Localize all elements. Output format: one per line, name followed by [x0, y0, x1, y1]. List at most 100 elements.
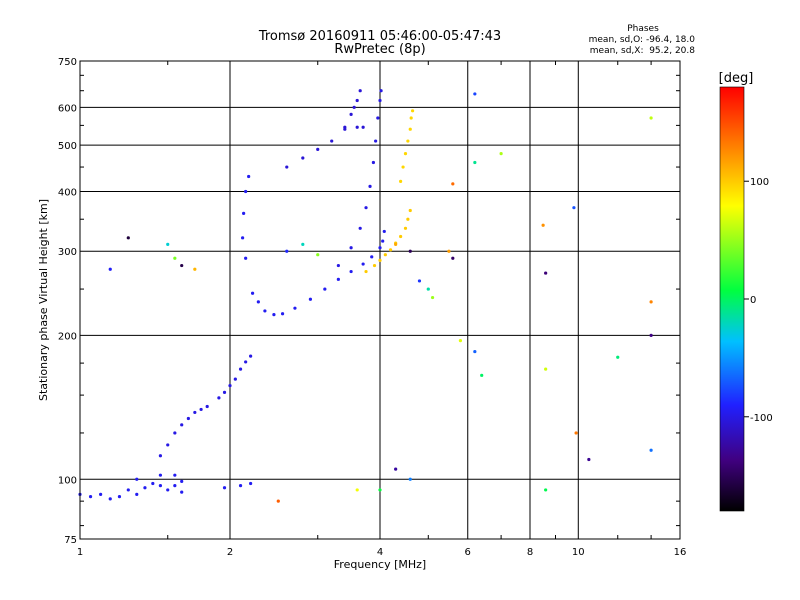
echo-point [323, 287, 327, 291]
x-axis-label: Frequency [MHz] [334, 558, 426, 571]
echo-point [447, 249, 451, 253]
echo-point [403, 152, 408, 156]
phase-info-o: mean, sd,O: -96.4, 18.0 [589, 35, 696, 45]
echo-point [378, 258, 382, 263]
echo-point [247, 174, 251, 179]
echo-point [410, 109, 415, 113]
echo-point [166, 443, 170, 447]
echo-point [649, 333, 653, 337]
echo-point [180, 479, 184, 483]
echo-point [408, 208, 412, 213]
colorbar-label: [deg] [719, 71, 754, 86]
echo-point [151, 481, 155, 486]
echo-point [173, 473, 177, 477]
echo-point [399, 179, 403, 183]
echo-point [379, 89, 383, 93]
x-tick-label: 2 [227, 547, 233, 558]
x-tick-label: 16 [674, 547, 687, 558]
echo-point [249, 481, 253, 486]
echo-point [228, 384, 232, 388]
echo-point [430, 295, 435, 300]
echo-point [408, 127, 412, 131]
echo-point [544, 367, 548, 371]
echo-point [649, 448, 653, 452]
echo-point [426, 287, 430, 291]
echo-point [88, 494, 93, 499]
echo-point [244, 360, 248, 364]
y-tick-label: 600 [58, 103, 77, 114]
echo-point [336, 277, 340, 281]
echo-point [370, 255, 374, 259]
echo-point [336, 263, 340, 268]
phase-info-x: mean, sd,X: 95.2, 20.8 [590, 46, 696, 56]
x-tick-label: 4 [377, 547, 383, 558]
grid-lines [80, 61, 680, 539]
echo-point [401, 165, 405, 169]
echo-point [280, 312, 285, 316]
x-tick-label: 8 [527, 547, 533, 558]
echo-point [180, 423, 184, 427]
echo-point [186, 416, 190, 421]
echo-point [301, 242, 305, 247]
colorbar-ticks: 100 0 -100 [744, 177, 773, 424]
echo-point [499, 152, 503, 156]
y-tick-label: 300 [58, 247, 77, 258]
x-tick-label: 6 [465, 547, 471, 558]
echo-point [173, 256, 177, 260]
echo-point [244, 189, 248, 194]
echo-point [250, 291, 255, 295]
echo-point [358, 226, 362, 230]
echo-point [473, 349, 477, 354]
echo-point [256, 300, 260, 304]
echo-point [199, 407, 203, 412]
echo-point [222, 486, 227, 490]
echo-point [158, 473, 163, 477]
echo-point [480, 373, 484, 377]
y-axis-label: Stationary phase Virtual Height [km] [37, 199, 50, 401]
echo-point [355, 125, 359, 129]
echo-point [381, 239, 385, 243]
echo-point [544, 488, 548, 492]
echo-point [126, 488, 130, 492]
echo-point [374, 139, 378, 143]
echo-point [417, 279, 422, 283]
echo-point [382, 229, 386, 234]
echo-point [193, 267, 197, 271]
echo-point [403, 226, 408, 230]
echo-point [388, 248, 393, 252]
echo-point [378, 98, 382, 103]
echo-point [233, 377, 237, 381]
echo-point [349, 246, 353, 250]
phase-info-heading: Phases [627, 24, 659, 34]
echo-point [180, 490, 184, 494]
echo-point [371, 160, 376, 165]
echo-point [383, 253, 387, 257]
y-tick-label: 200 [58, 331, 77, 342]
echo-point [451, 182, 455, 186]
echo-point [238, 367, 243, 371]
echo-point [355, 488, 359, 492]
echo-point [108, 267, 112, 271]
echo-point [293, 306, 297, 310]
echo-point [143, 486, 147, 490]
echo-point [276, 499, 280, 503]
echo-point [378, 488, 382, 492]
echo-point [406, 139, 410, 143]
chart-title: Tromsø 20160911 05:46:00-05:47:43 [258, 29, 501, 44]
colorbar-gradient [719, 86, 745, 512]
echo-point [217, 396, 221, 400]
echo-point [158, 454, 163, 458]
echo-point [205, 404, 209, 409]
echo-point [361, 125, 365, 129]
echo-point [358, 89, 362, 93]
echo-point [372, 263, 377, 268]
echo-point [406, 217, 410, 221]
echo-point [458, 339, 463, 343]
y-tick-label: 100 [58, 475, 77, 486]
colorbar-tick-label: 100 [750, 177, 769, 188]
echo-point [308, 297, 313, 301]
echo-point [173, 484, 177, 488]
echo-point [378, 246, 382, 250]
echo-point [574, 431, 578, 435]
